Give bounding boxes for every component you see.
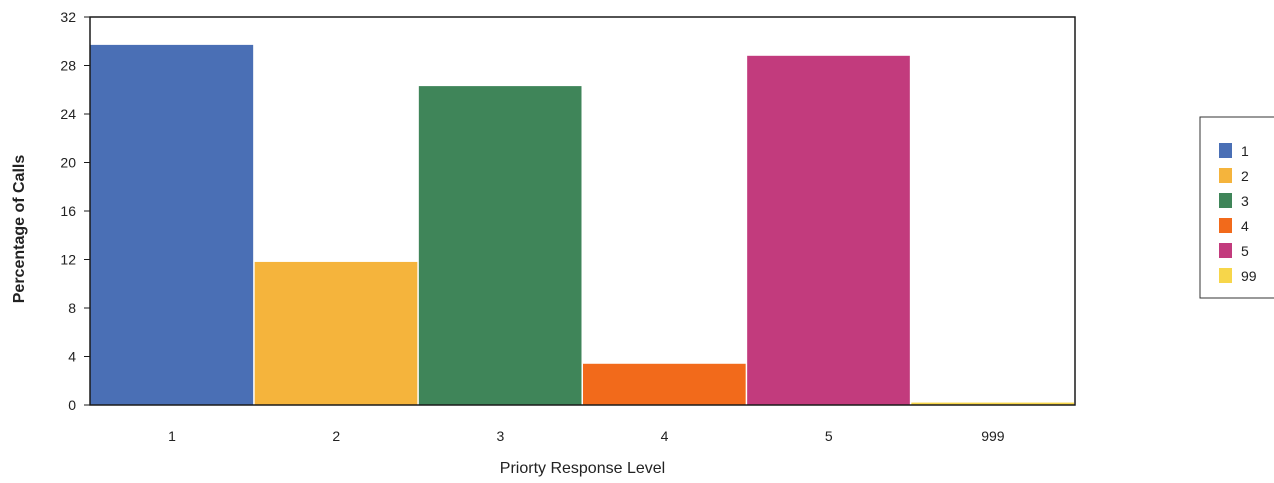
- x-tick-label: 5: [825, 428, 833, 444]
- y-tick-label: 16: [60, 203, 76, 219]
- legend-frame: [1199, 116, 1274, 299]
- y-axis-title: Percentage of Calls: [11, 155, 28, 304]
- x-axis-ticks: 1 2 3 4 5 999: [168, 428, 1005, 444]
- legend-swatch: [1219, 243, 1232, 258]
- y-tick-label: 12: [60, 252, 76, 268]
- bar-4: [583, 363, 746, 405]
- y-tick-label: 24: [60, 106, 76, 122]
- bar-1: [90, 44, 254, 405]
- y-tick-label: 8: [68, 300, 76, 316]
- legend-label: 5: [1241, 243, 1249, 259]
- x-tick-label: 3: [497, 428, 505, 444]
- legend-label: 1: [1241, 143, 1249, 159]
- legend-label: 4: [1241, 218, 1249, 234]
- bar-2: [254, 261, 418, 405]
- legend-label: 3: [1241, 193, 1249, 209]
- legend-swatch: [1219, 168, 1232, 183]
- legend-label: 2: [1241, 168, 1249, 184]
- legend-label: 99: [1241, 268, 1257, 284]
- legend-swatch: [1219, 193, 1232, 208]
- bar-3: [418, 86, 582, 406]
- x-tick-label: 4: [661, 428, 669, 444]
- legend-swatch: [1219, 143, 1232, 158]
- x-axis-title: Priorty Response Level: [500, 460, 665, 477]
- x-tick-label: 1: [168, 428, 176, 444]
- legend-swatch: [1219, 268, 1232, 283]
- y-axis-ticks: 0 4 8 12 16 20 24 28 32: [60, 9, 90, 413]
- legend-swatch: [1219, 218, 1232, 233]
- legend: 1 2 3 4 5 99: [1199, 116, 1274, 299]
- y-tick-label: 4: [68, 349, 76, 365]
- y-tick-label: 20: [60, 155, 76, 171]
- y-tick-label: 28: [60, 58, 76, 74]
- y-tick-label: 32: [60, 9, 76, 25]
- bar-999: [911, 402, 1074, 405]
- y-tick-label: 0: [68, 397, 76, 413]
- x-tick-label: 999: [981, 428, 1005, 444]
- x-tick-label: 2: [332, 428, 340, 444]
- bar-5: [747, 55, 910, 406]
- bars-group: [90, 44, 1074, 406]
